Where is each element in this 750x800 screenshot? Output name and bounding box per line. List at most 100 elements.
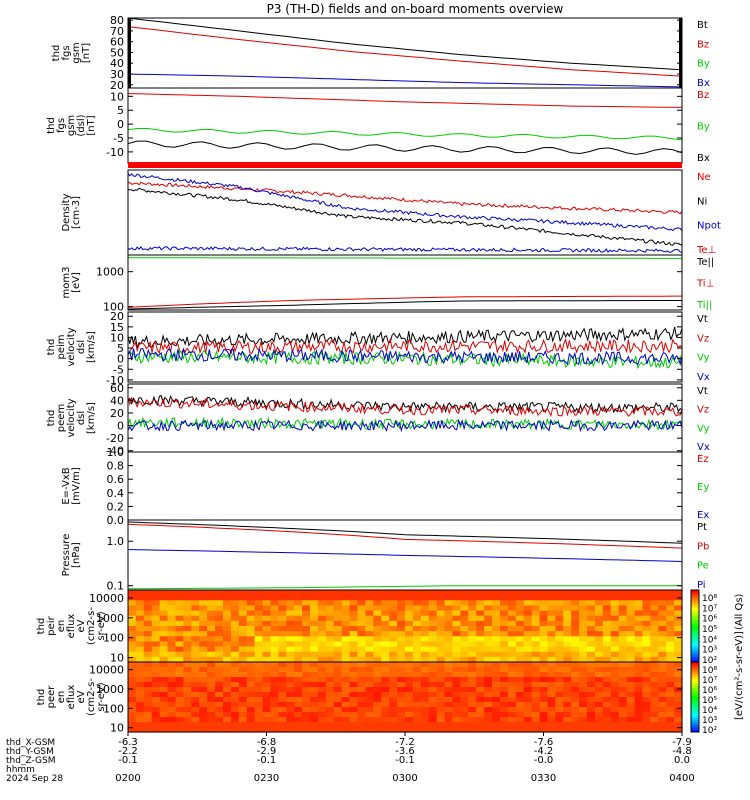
spectrogram-cell [357, 672, 367, 678]
spectrogram-cell [159, 600, 169, 607]
colorbar-cell [691, 590, 699, 593]
panel-frame [127, 451, 683, 521]
series-line-Bz [128, 93, 682, 108]
spectrogram-cell [310, 677, 319, 683]
y-tick-label: 100 [103, 301, 124, 314]
spectrogram-cell [405, 641, 414, 648]
spectrogram-cell [515, 692, 525, 698]
spectrogram-cell [215, 667, 224, 673]
spectrogram-cell [128, 707, 137, 713]
spectrogram-cell [262, 651, 272, 658]
legend-label: Pt [697, 522, 707, 533]
spectrogram-cell [325, 656, 335, 663]
spectrogram-cell [167, 667, 177, 673]
spectrogram-cell [183, 600, 192, 607]
spectrogram-cell [199, 646, 208, 653]
spectrogram-cell [159, 651, 169, 658]
spectrogram-cell [571, 651, 580, 658]
spectrogram-cell [444, 692, 454, 698]
spectrogram-cell [579, 717, 588, 723]
spectrogram-cell [183, 626, 192, 632]
spectrogram-cell [278, 712, 287, 718]
spectrogram-cell [412, 590, 422, 596]
spectrogram-cell [594, 697, 604, 703]
spectrogram-cell [523, 605, 533, 612]
spectrogram-cell [175, 605, 184, 612]
spectrogram-cell [436, 682, 446, 688]
spectrogram-cell [650, 610, 659, 617]
spectrogram-cell [310, 712, 319, 718]
spectrogram-cell [167, 636, 177, 643]
spectrogram-cell [444, 667, 454, 673]
spectrogram-cell [246, 641, 256, 648]
spectrogram-cell [143, 712, 153, 718]
spectrogram-cell [452, 590, 461, 596]
y-axis-label: eV [76, 619, 87, 632]
spectrogram-cell [215, 702, 224, 708]
spectrogram-cell [436, 702, 446, 708]
spectrogram-cell [333, 697, 343, 703]
spectrogram-cell [571, 727, 580, 733]
spectrogram-cell [594, 717, 604, 723]
spectrogram-cell [650, 615, 659, 622]
spectrogram-cell [531, 610, 541, 617]
spectrogram-cell [167, 682, 177, 688]
spectrogram-cell [523, 626, 533, 632]
spectrogram-cell [349, 672, 359, 678]
spectrogram-cell [357, 727, 367, 733]
spectrogram-cell [238, 697, 248, 703]
spectrogram-cell [246, 662, 256, 668]
spectrogram-cell [666, 702, 675, 708]
spectrogram-cell [333, 687, 343, 693]
spectrogram-cell [476, 712, 485, 718]
spectrogram-cell [674, 722, 683, 728]
spectrogram-cell [333, 626, 343, 632]
spectrogram-cell [238, 692, 248, 698]
spectrogram-cell [349, 656, 359, 663]
spectrogram-cell [349, 631, 359, 637]
spectrogram-cell [151, 636, 161, 643]
colorbar-cell [691, 686, 699, 689]
spectrogram-cell [341, 651, 351, 658]
series-line-Pe [128, 585, 682, 590]
spectrogram-cell [666, 631, 675, 637]
spectrogram-cell [128, 677, 137, 683]
spectrogram-cell [412, 626, 422, 632]
spectrogram-cell [602, 677, 612, 683]
spectrogram-cell [397, 631, 406, 637]
spectrogram-cell [389, 600, 398, 607]
spectrogram-cell [594, 646, 604, 653]
colorbar-cell [691, 595, 699, 598]
spectrogram-cell [357, 605, 367, 612]
spectrogram-cell [579, 677, 588, 683]
spectrogram-cell [159, 605, 169, 612]
spectrogram-cell [547, 662, 556, 668]
spectrogram-cell [191, 722, 200, 728]
series-group [128, 173, 682, 253]
spectrogram-cell [294, 651, 303, 658]
spectrogram-cell [317, 620, 327, 627]
spectrogram-cell [310, 605, 319, 612]
spectrogram-cell [460, 662, 469, 668]
spectrogram-cell [468, 662, 477, 668]
spectrogram-cell [262, 727, 272, 733]
colorbar-cell [691, 638, 699, 641]
panel-frame [127, 311, 683, 383]
x-tick-label: -2.9 [257, 746, 277, 757]
legend-label: Pe [697, 561, 709, 572]
spectrogram-cell [436, 656, 446, 663]
spectrogram-cell [452, 697, 461, 703]
x-tick-label: -7.6 [534, 737, 554, 748]
spectrogram-cell [515, 656, 525, 663]
spectrogram-cell [333, 677, 343, 683]
x-tick-label: -7.2 [395, 737, 415, 748]
spectrogram-cell [405, 646, 414, 653]
spectrogram-cell [262, 641, 272, 648]
spectrogram-cell [492, 615, 501, 622]
spectrogram-cell [317, 605, 327, 612]
spectrogram-cell [531, 677, 541, 683]
spectrogram-cell [444, 662, 454, 668]
spectrogram-cell [587, 600, 596, 607]
spectrogram-cell [666, 636, 675, 643]
